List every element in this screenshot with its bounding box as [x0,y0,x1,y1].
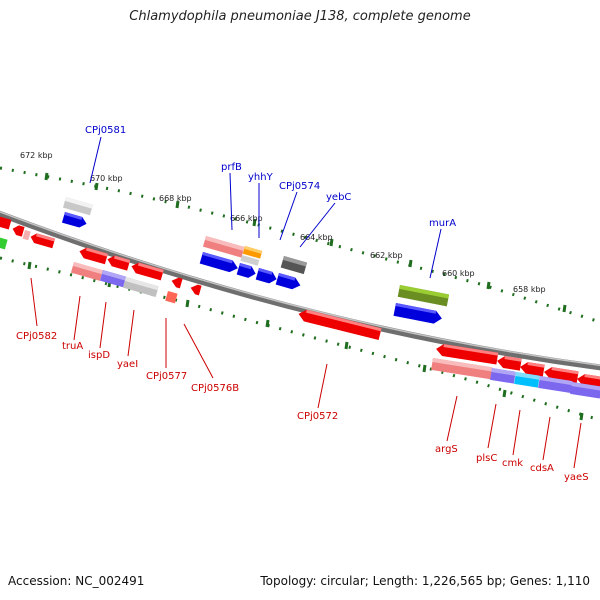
genome-backbone-highlight [0,211,600,367]
genome-backbone [0,210,600,371]
gene-block [22,230,31,241]
outer-major-ticks [44,172,567,313]
gene-block [62,197,93,216]
gene-arrow [131,262,164,281]
gene-label-trua[interactable]: truA [62,341,83,352]
gene-arrow [298,309,382,340]
gene-block [70,262,103,281]
gene-arrow [255,268,277,284]
gene-label-yaes[interactable]: yaeS [564,472,589,483]
map-title: Chlamydophila pneumoniae J138, complete … [129,9,471,24]
kbp-label: 664 kbp [300,233,333,242]
gene-label-args[interactable]: argS [435,444,458,455]
gene-label-plsc[interactable]: plsC [476,453,497,464]
forward-strand-features [61,197,450,324]
gene-arrow [393,303,442,324]
gene-label-cpj0577[interactable]: CPj0577 [146,371,187,382]
gene-label-cmk[interactable]: cmk [502,458,523,469]
gene-block [0,237,8,250]
gene-block [431,358,493,380]
gene-block [514,372,540,388]
gene-block [242,246,263,259]
kbp-label: 670 kbp [90,174,123,183]
gene-arrow [30,233,56,249]
gene-label-cpj0572[interactable]: CPj0572 [297,411,338,422]
gene-block [397,285,450,307]
gene-label-cdsa[interactable]: cdsA [530,463,554,474]
gene-arrow [436,344,499,365]
gene-arrow [79,247,108,265]
gene-label-yhhy[interactable]: yhhY [248,172,274,183]
gene-arrow [12,225,25,237]
genome-summary-label: Topology: circular; Length: 1,226,565 bp… [260,574,590,588]
kbp-label: 660 kbp [442,269,475,278]
gene-arrow [0,216,12,230]
gene-label-cpj0581[interactable]: CPj0581 [85,125,126,136]
gene-block [122,277,159,297]
gene-label-yaei[interactable]: yaeI [117,359,138,370]
inner-scale-track [0,256,600,422]
gene-block [490,368,516,384]
gene-arrow [190,284,202,296]
gene-label-cpj0576b[interactable]: CPj0576B [191,383,239,394]
gene-arrow [61,212,87,228]
gene-arrow [497,356,522,371]
gene-arrow [107,255,131,271]
gene-block [538,376,573,394]
forward-gene-labels[interactable] [89,136,442,279]
gene-label-cpj0574[interactable]: CPj0574 [279,181,320,192]
gene-label-ispd[interactable]: ispD [88,350,110,361]
gene-block [202,236,245,258]
gene-arrow [199,252,238,273]
reverse-strand-features [0,216,600,399]
gene-block [99,270,127,288]
accession-label: Accession: NC_002491 [8,574,145,588]
gene-block [240,255,260,266]
gene-arrow [171,277,183,289]
gene-label-cpj0582[interactable]: CPj0582 [16,331,57,342]
gene-arrow [236,263,256,278]
gene-block [570,382,600,399]
gene-block [165,291,178,304]
gene-arrow [520,362,545,377]
kbp-label: 666 kbp [230,214,263,223]
gene-arrow [275,273,301,290]
gene-label-yebc[interactable]: yebC [326,192,351,203]
kbp-label: 668 kbp [159,194,192,203]
gene-block [280,256,308,275]
inner-major-ticks [27,261,584,421]
gene-label-prfb[interactable]: prfB [221,162,242,173]
reverse-gene-labels[interactable] [30,277,582,469]
gene-label-mura[interactable]: murA [429,218,456,229]
kbp-label: 672 kbp [20,151,53,160]
kbp-label: 658 kbp [513,285,546,294]
kbp-label: 662 kbp [370,251,403,260]
